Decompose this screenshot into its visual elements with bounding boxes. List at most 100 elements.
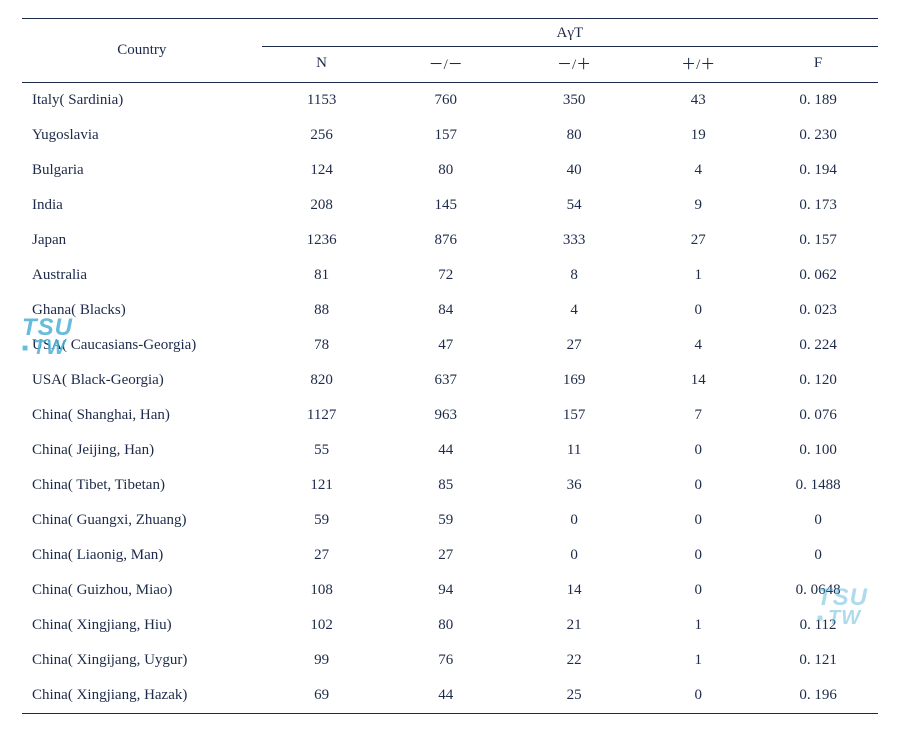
cell-country: China( Guizhou, Miao) [22,573,262,608]
cell-n: 59 [262,503,382,538]
table-row: China( Liaonig, Man)2727000 [22,538,878,573]
cell-n: 108 [262,573,382,608]
table-row: USA( Caucasians-Georgia)78472740. 224 [22,328,878,363]
cell-country: China( Jeijing, Han) [22,433,262,468]
cell-mm: 145 [382,188,510,223]
cell-f: 0. 112 [758,608,878,643]
cell-mm: 44 [382,678,510,714]
cell-f: 0. 1488 [758,468,878,503]
cell-country: Italy( Sardinia) [22,83,262,119]
cell-f: 0. 121 [758,643,878,678]
cell-f: 0. 0648 [758,573,878,608]
cell-country: China( Guangxi, Zhuang) [22,503,262,538]
cell-mm: 59 [382,503,510,538]
cell-mm: 637 [382,363,510,398]
cell-pp: 19 [638,118,758,153]
cell-n: 820 [262,363,382,398]
col-header-n: N [262,47,382,83]
cell-country: India [22,188,262,223]
cell-pp: 0 [638,573,758,608]
data-table: Country AγT N －/－ －/＋ ＋/＋ F Italy( Sardi… [22,18,878,714]
cell-n: 1127 [262,398,382,433]
cell-pp: 0 [638,678,758,714]
table-row: China( Guizhou, Miao)108941400. 0648 [22,573,878,608]
cell-country: China( Xingjiang, Hazak) [22,678,262,714]
table-row: USA( Black-Georgia)820637169140. 120 [22,363,878,398]
cell-mm: 963 [382,398,510,433]
cell-n: 124 [262,153,382,188]
cell-pp: 4 [638,328,758,363]
cell-mp: 80 [510,118,638,153]
cell-country: China( Xingijang, Uygur) [22,643,262,678]
cell-mp: 0 [510,503,638,538]
cell-pp: 0 [638,293,758,328]
cell-mp: 14 [510,573,638,608]
cell-mm: 876 [382,223,510,258]
cell-n: 102 [262,608,382,643]
cell-pp: 0 [638,433,758,468]
cell-mp: 36 [510,468,638,503]
cell-pp: 43 [638,83,758,119]
table-row: Australia8172810. 062 [22,258,878,293]
cell-f: 0. 157 [758,223,878,258]
cell-n: 69 [262,678,382,714]
cell-f: 0. 230 [758,118,878,153]
cell-f: 0. 023 [758,293,878,328]
table-row: Yugoslavia25615780190. 230 [22,118,878,153]
table-row: Japan1236876333270. 157 [22,223,878,258]
cell-mp: 21 [510,608,638,643]
cell-pp: 9 [638,188,758,223]
cell-pp: 0 [638,538,758,573]
cell-mm: 80 [382,608,510,643]
cell-n: 78 [262,328,382,363]
cell-country: China( Tibet, Tibetan) [22,468,262,503]
cell-country: Australia [22,258,262,293]
cell-pp: 1 [638,643,758,678]
cell-mp: 54 [510,188,638,223]
cell-mp: 40 [510,153,638,188]
table-row: Bulgaria124804040. 194 [22,153,878,188]
table-row: Ghana( Blacks)8884400. 023 [22,293,878,328]
cell-f: 0. 194 [758,153,878,188]
table-row: China( Tibet, Tibetan)121853600. 1488 [22,468,878,503]
cell-country: Ghana( Blacks) [22,293,262,328]
col-header-super: AγT [262,19,878,47]
cell-f: 0. 224 [758,328,878,363]
cell-pp: 1 [638,258,758,293]
col-header-country: Country [22,19,262,83]
cell-f: 0. 062 [758,258,878,293]
cell-mp: 169 [510,363,638,398]
cell-mm: 72 [382,258,510,293]
cell-pp: 14 [638,363,758,398]
cell-mp: 333 [510,223,638,258]
cell-mm: 84 [382,293,510,328]
table-row: China( Xingjiang, Hazak)69442500. 196 [22,678,878,714]
cell-country: Japan [22,223,262,258]
cell-country: Yugoslavia [22,118,262,153]
table-row: Italy( Sardinia)1153760350430. 189 [22,83,878,119]
cell-country: China( Liaonig, Man) [22,538,262,573]
table-row: China( Xingijang, Uygur)99762210. 121 [22,643,878,678]
cell-pp: 27 [638,223,758,258]
cell-country: USA( Black-Georgia) [22,363,262,398]
cell-mp: 4 [510,293,638,328]
cell-f: 0. 120 [758,363,878,398]
cell-country: USA( Caucasians-Georgia) [22,328,262,363]
cell-pp: 4 [638,153,758,188]
cell-n: 55 [262,433,382,468]
table-row: China( Shanghai, Han)112796315770. 076 [22,398,878,433]
table-row: China( Xingjiang, Hiu)102802110. 112 [22,608,878,643]
cell-pp: 7 [638,398,758,433]
table-body: Italy( Sardinia)1153760350430. 189Yugosl… [22,83,878,714]
col-header-mm: －/－ [382,47,510,83]
col-header-pp: ＋/＋ [638,47,758,83]
cell-mm: 44 [382,433,510,468]
cell-mp: 8 [510,258,638,293]
cell-country: Bulgaria [22,153,262,188]
cell-n: 1236 [262,223,382,258]
cell-mp: 27 [510,328,638,363]
cell-mm: 27 [382,538,510,573]
cell-mp: 22 [510,643,638,678]
cell-n: 256 [262,118,382,153]
table-row: China( Guangxi, Zhuang)5959000 [22,503,878,538]
